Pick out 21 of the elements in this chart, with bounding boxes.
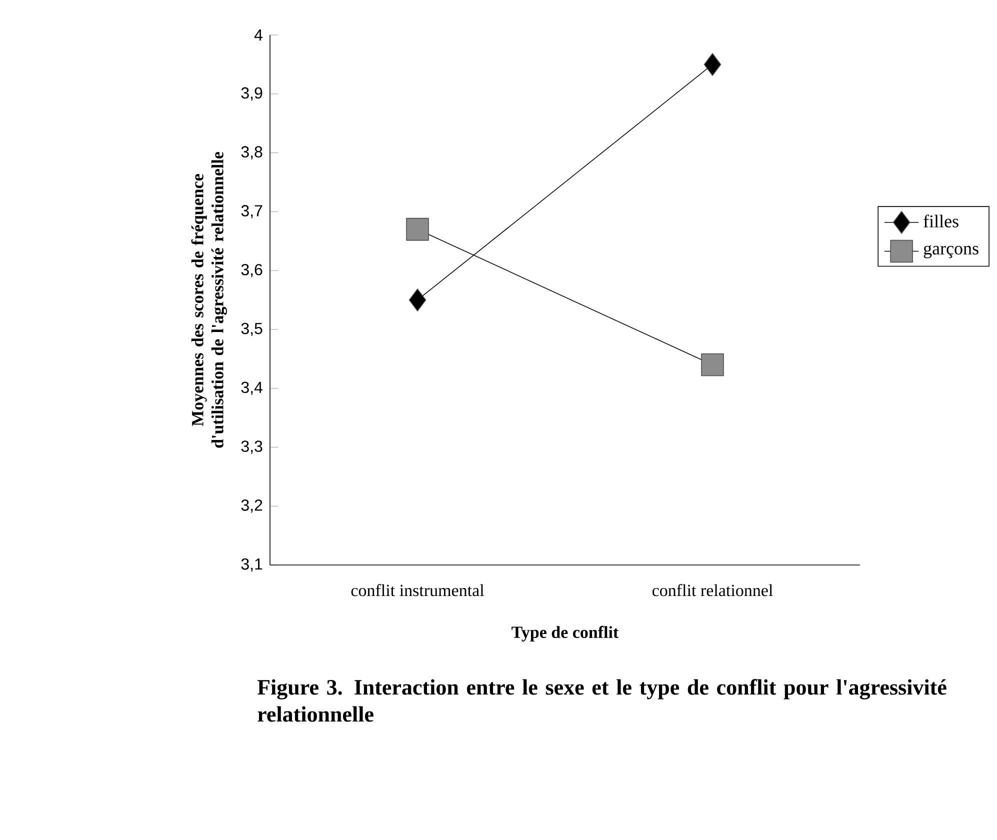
legend-label: filles [924, 214, 958, 228]
point [406, 218, 429, 241]
y-tick-label: 3,9 [241, 87, 262, 100]
y-tick-label: 3,1 [241, 558, 262, 572]
legend-label: garçons [924, 245, 978, 258]
y-tick-label: 3,6 [241, 264, 262, 278]
point [408, 288, 426, 312]
y-tick-label: 3,8 [241, 146, 262, 160]
point [704, 53, 722, 76]
y-tick-label: 3,7 [241, 205, 262, 218]
point [701, 353, 724, 376]
y-tick-label: 3,5 [241, 322, 262, 336]
x-tick-label: conflit relationnel [652, 584, 773, 596]
y-axis-title: Moyennes des scores de fréquence d'utilisation de l'agressivité relationnelle [191, 152, 227, 448]
y-tick-label: 4 [254, 30, 262, 41]
y-tick-label: 3,4 [241, 382, 262, 395]
x-tick-label: conflit instrumental [351, 584, 484, 596]
y-tick-label: 3,3 [241, 440, 262, 454]
caption: Figure 3. Interaction entre le sexe et le type de conflit pour l'agressivité relationnelle [257, 679, 946, 722]
x-axis-title: Type de conflit [512, 626, 619, 642]
y-tick-label: 3,2 [241, 499, 262, 513]
